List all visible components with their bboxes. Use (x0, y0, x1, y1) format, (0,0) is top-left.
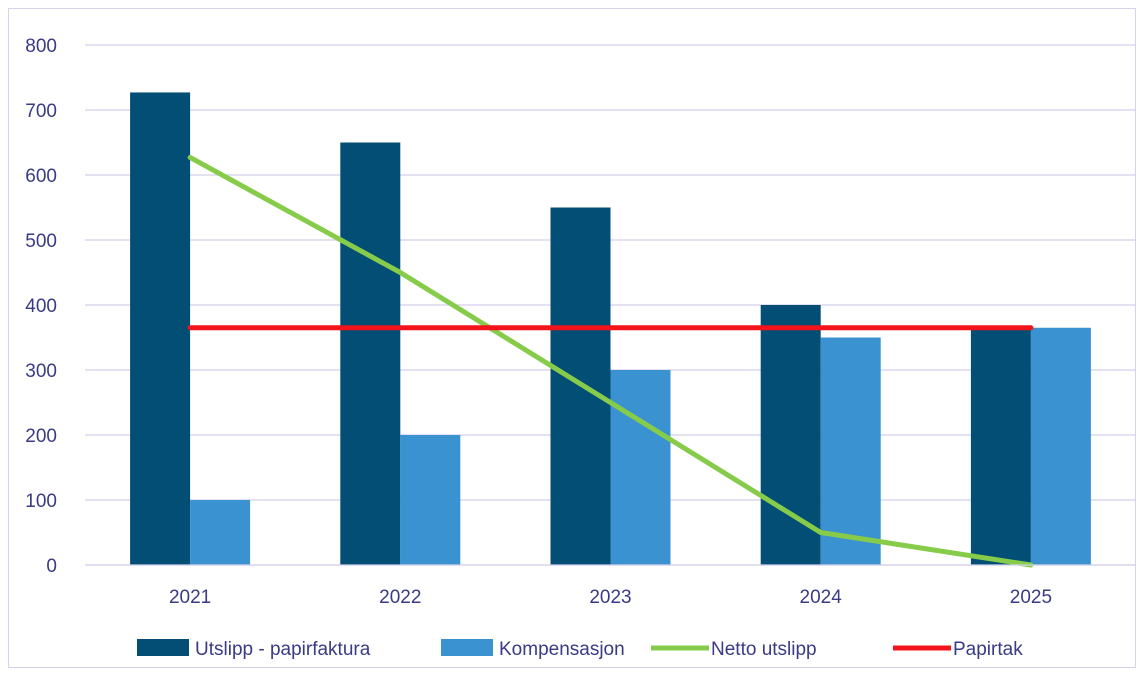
y-tick-label: 100 (25, 491, 57, 512)
y-tick-label: 800 (25, 36, 57, 57)
x-tick-label: 2023 (589, 587, 631, 608)
bar-utslipp-papirfaktura-2022 (340, 142, 401, 565)
legend-swatch-kompensasjon (441, 639, 493, 656)
y-tick-label: 300 (25, 361, 57, 382)
bar-kompensasjon-2022 (400, 435, 461, 565)
legend-swatch-utslipp-papirfaktura (137, 639, 189, 656)
x-tick-label: 2021 (169, 587, 211, 608)
legend-label-papirtak: Papirtak (953, 639, 1023, 660)
bar-kompensasjon-2024 (820, 337, 881, 565)
y-tick-label: 200 (25, 426, 57, 447)
y-tick-label: 600 (25, 166, 57, 187)
y-tick-label: 500 (25, 231, 57, 252)
legend-label-utslipp-papirfaktura: Utslipp - papirfaktura (195, 639, 371, 660)
y-tick-label: 400 (25, 296, 57, 317)
x-tick-label: 2025 (1010, 587, 1052, 608)
bar-kompensasjon-2021 (190, 500, 251, 565)
bar-utslipp-papirfaktura-2025 (970, 327, 1031, 565)
bar-kompensasjon-2025 (1030, 327, 1091, 565)
legend-label-kompensasjon: Kompensasjon (499, 639, 625, 660)
x-tick-label: 2024 (800, 587, 843, 608)
line-netto-utslipp (187, 154, 1034, 568)
x-tick-label: 2022 (379, 587, 421, 608)
y-tick-label: 700 (25, 101, 57, 122)
bar-kompensasjon-2023 (610, 370, 671, 565)
y-tick-label: 0 (46, 556, 57, 577)
combo-chart: 0 100 200 300 400 500 600 700 800 2021 2022 2023 202… (25, 36, 1136, 660)
bar-utslipp-papirfaktura-2021 (130, 92, 191, 565)
legend-label-netto-utslipp: Netto utslipp (711, 639, 817, 660)
chart-frame: 0 100 200 300 400 500 600 700 800 2021 2022 2023 202… (8, 8, 1136, 668)
bar-utslipp-papirfaktura-2024 (760, 305, 821, 565)
